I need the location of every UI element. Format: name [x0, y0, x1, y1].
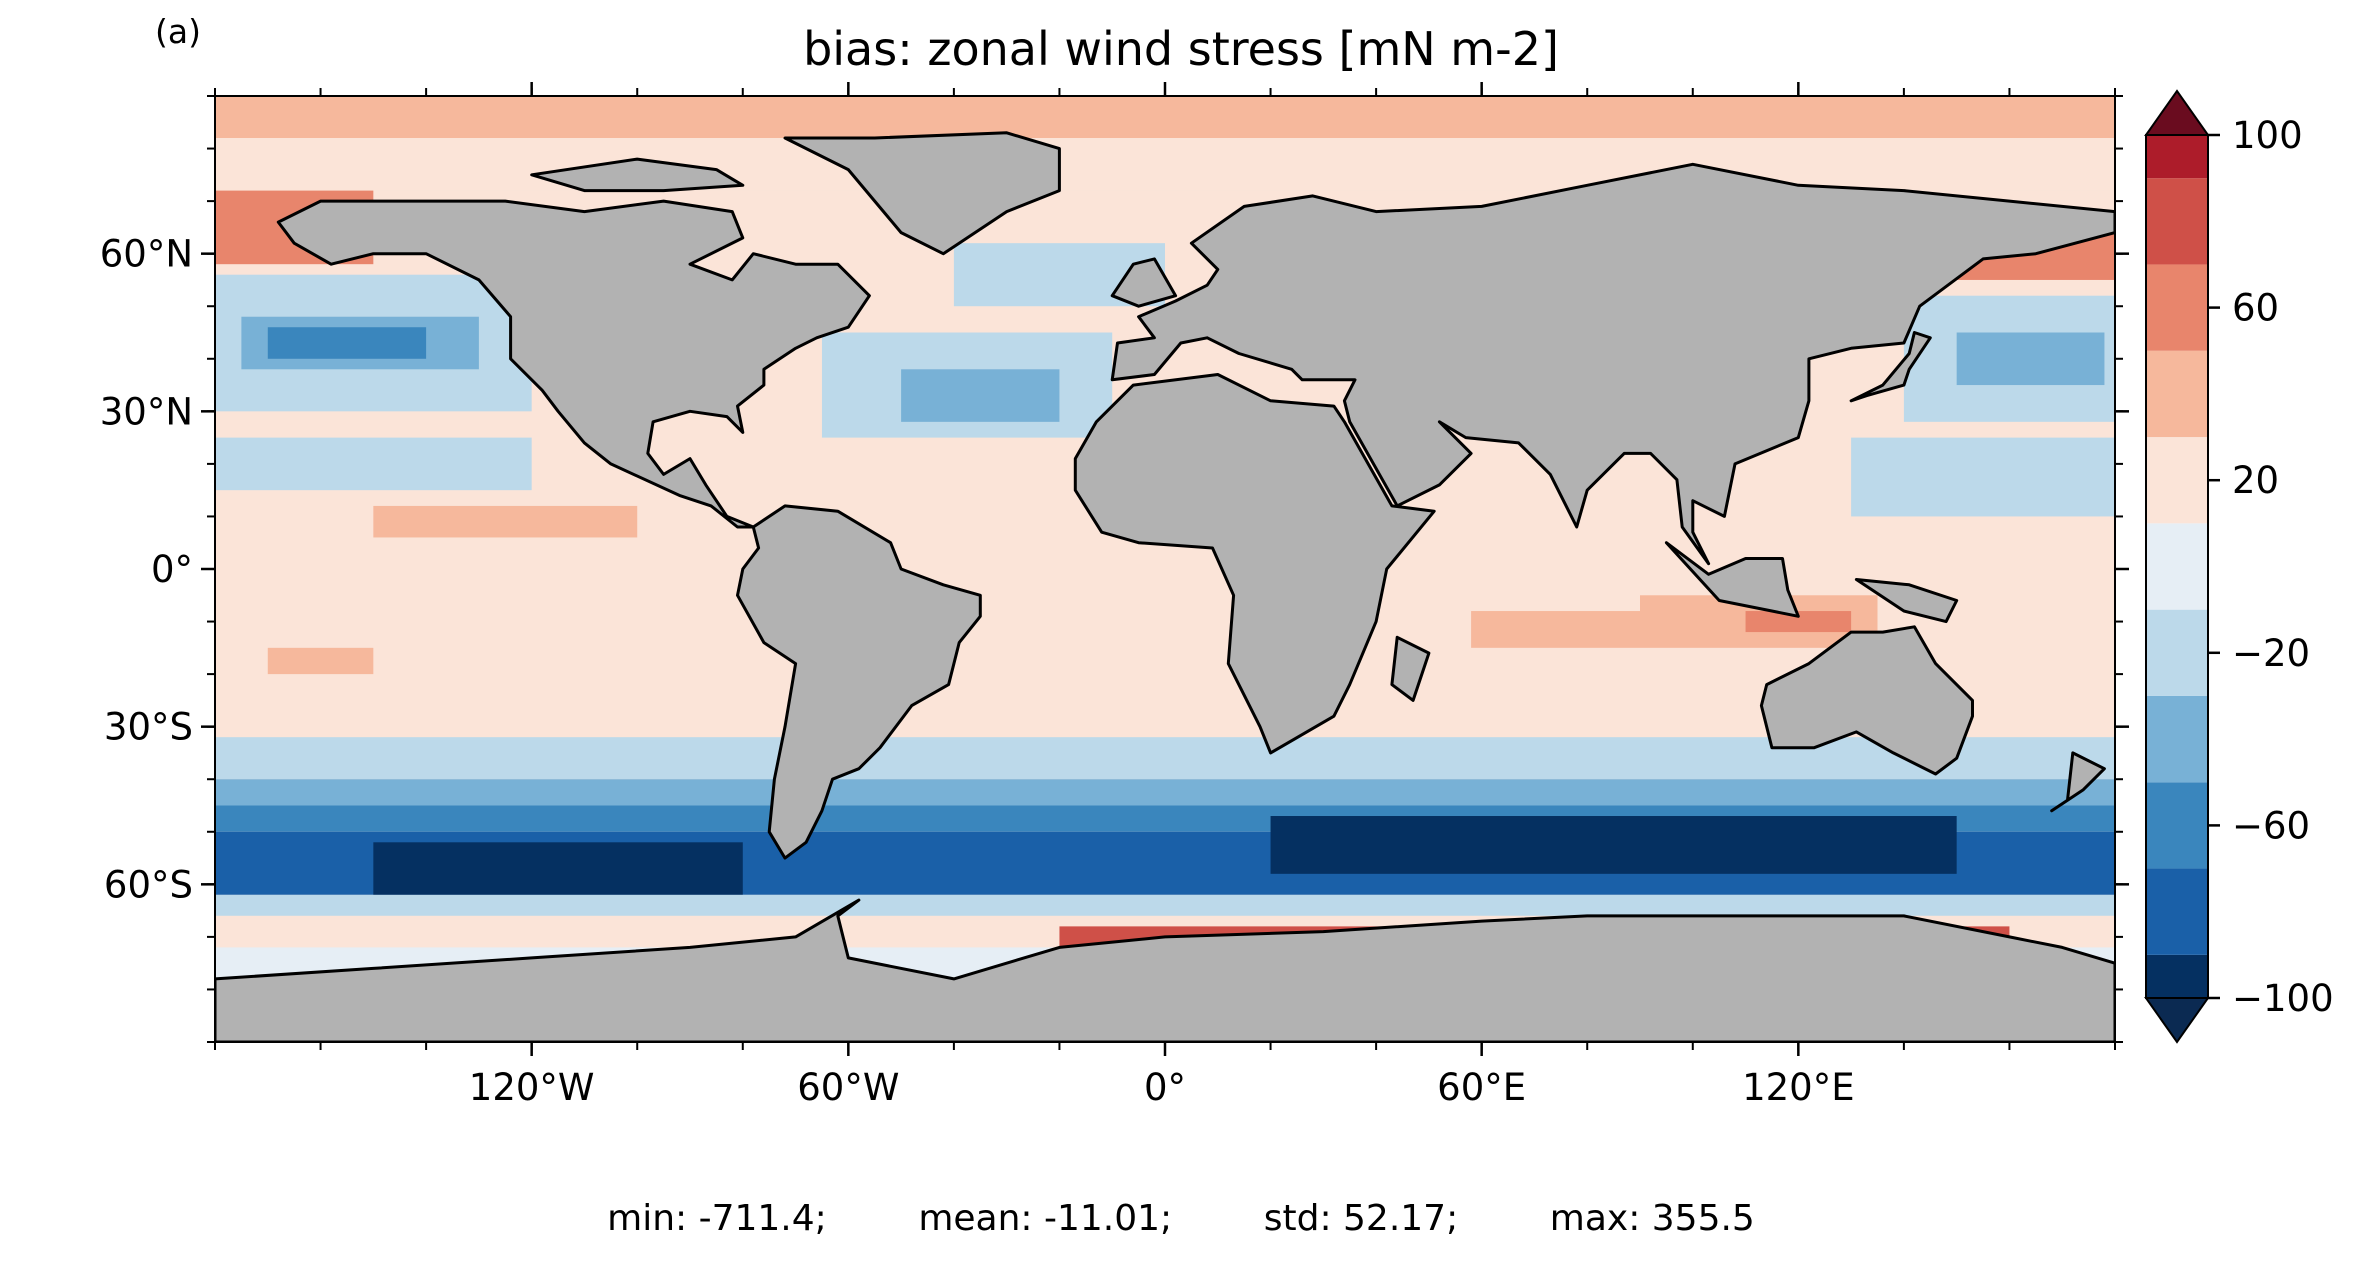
tick-label-x: 0° [1144, 1066, 1186, 1109]
stat-mean: mean: -11.01; [918, 1198, 1173, 1239]
tick-label-x: 60°W [797, 1066, 899, 1109]
map-title: bias: zonal wind stress [mN m-2] [803, 22, 1559, 76]
arctic-islands [530, 157, 745, 193]
bias-band [267, 327, 427, 359]
tick-label-y: 60°N [100, 233, 193, 276]
tick-label-y: 30°S [104, 706, 193, 749]
tick-label-y: 0° [151, 548, 193, 591]
bias-band [1956, 332, 2105, 386]
colorbar-tick-label: 20 [2232, 459, 2279, 502]
tick-label-y: 60°S [104, 863, 193, 906]
colorbar-extend-high [2144, 89, 2210, 136]
bias-band [1851, 437, 2115, 517]
colorbar-segment [2146, 782, 2208, 869]
bias-band [1270, 816, 1957, 874]
colorbar-segment [2146, 264, 2208, 351]
land-masses [215, 131, 2115, 1042]
colorbar-segment [2146, 609, 2208, 696]
colorbar-segment [2146, 350, 2208, 438]
bias-band [1745, 611, 1852, 633]
eurasia [1110, 162, 2115, 566]
japan [1849, 331, 1932, 403]
colorbar-segment [2146, 868, 2208, 955]
tick-label-x: 120°E [1742, 1066, 1855, 1109]
indonesia [1664, 541, 1800, 618]
south-america [736, 504, 982, 860]
greenland [783, 131, 1061, 256]
colorbar-tick-label: −100 [2232, 977, 2334, 1020]
bias-band [1481, 490, 1693, 543]
tick-label-x: 60°E [1437, 1066, 1526, 1109]
stat-std: std: 52.17; [1263, 1198, 1459, 1239]
madagascar [1390, 635, 1431, 702]
colorbar-extend-low [2144, 997, 2210, 1044]
tick-label-x: 120°W [469, 1066, 595, 1109]
british-isles [1110, 257, 1178, 308]
africa [1073, 373, 1436, 755]
tick-label-y: 30°N [100, 390, 193, 433]
colorbar-segment [2146, 523, 2208, 610]
bias-band [215, 779, 2115, 806]
bias-band [215, 737, 2115, 780]
stats-line: min: -711.4; mean: -11.01; std: 52.17; m… [0, 1198, 2362, 1239]
bias-band [215, 138, 2115, 191]
new-zealand [2050, 751, 2106, 813]
colorbar-segment [2146, 437, 2208, 524]
north-america [276, 199, 871, 529]
bias-band [901, 369, 1060, 422]
panel-label: (a) [155, 12, 201, 51]
bias-band [267, 647, 374, 675]
bias-band [1471, 611, 1640, 648]
colorbar-segment [2146, 135, 2208, 179]
stat-max: max: 355.5 [1549, 1198, 1755, 1239]
new-guinea [1854, 578, 1959, 624]
map [215, 96, 2115, 1042]
australia [1759, 625, 1974, 776]
colorbar-segment [2146, 954, 2208, 998]
colorbar-tick-label: −60 [2232, 804, 2310, 847]
stat-min: min: -711.4; [607, 1198, 827, 1239]
colorbar: 100 60 20 −20 −60 −100 [2144, 89, 2334, 1044]
bias-band [215, 894, 2115, 916]
bias-band [373, 842, 743, 895]
colorbar-tick-label: 100 [2232, 114, 2303, 157]
bias-band [373, 505, 638, 538]
bias-band [215, 437, 532, 491]
axis-ticks: 120°W 60°W 0° 60°E 120°E 60°N 30°N 0° 30°S 60°S [100, 82, 2129, 1109]
colorbar-tick-label: 60 [2232, 287, 2279, 330]
colorbar-segment [2146, 695, 2208, 783]
colorbar-frame [2145, 134, 2209, 999]
antarctica [215, 898, 2115, 1042]
colorbar-segment [2146, 178, 2208, 265]
bias-band [215, 96, 2115, 139]
colorbar-tick-label: −20 [2232, 632, 2310, 675]
